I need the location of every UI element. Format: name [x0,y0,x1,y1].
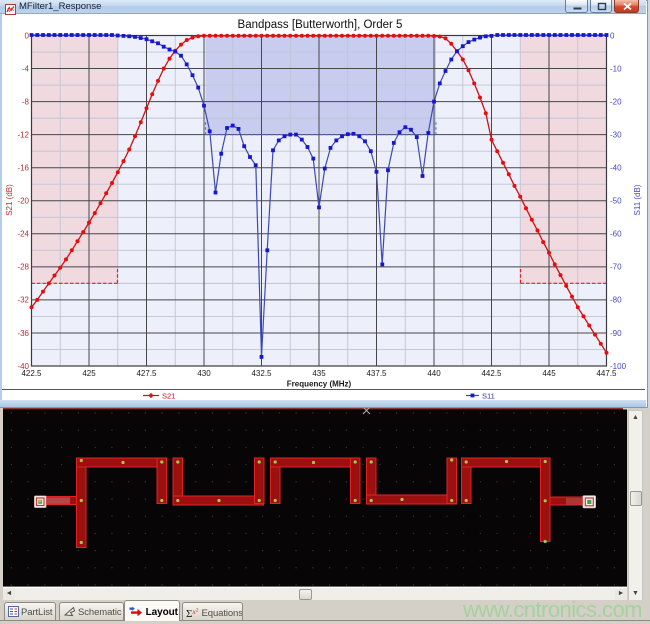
svg-text:-40: -40 [610,164,622,173]
svg-text:-70: -70 [610,263,622,272]
svg-text:-100: -100 [610,362,627,371]
svg-text:447.5: 447.5 [596,369,617,378]
svg-text:427.5: 427.5 [136,369,157,378]
svg-text:442.5: 442.5 [481,369,502,378]
svg-text:2: 2 [196,609,199,614]
svg-text:-32: -32 [17,296,29,305]
svg-text:0: 0 [25,31,30,40]
svg-text:-28: -28 [17,263,29,272]
svg-text:445: 445 [542,369,556,378]
svg-text:-60: -60 [610,230,622,239]
svg-text:422.5: 422.5 [21,369,42,378]
svg-text:-4: -4 [22,64,30,73]
svg-text:Bandpass [Butterworth], Order: Bandpass [Butterworth], Order 5 [238,19,403,31]
svg-text:-24: -24 [17,230,29,239]
svg-text:S11 (dB): S11 (dB) [633,184,642,215]
svg-text:S11: S11 [482,392,495,401]
svg-text:440: 440 [427,369,441,378]
svg-text:-20: -20 [610,97,622,106]
svg-text:-90: -90 [610,329,622,338]
svg-text:-8: -8 [22,97,30,106]
svg-text:-30: -30 [610,130,622,139]
svg-text:-12: -12 [17,130,29,139]
svg-text:S21: S21 [162,392,175,401]
svg-text:-10: -10 [610,64,622,73]
svg-text:0: 0 [610,31,615,40]
svg-text:S21 (dB): S21 (dB) [5,184,14,216]
svg-text:Frequency (MHz): Frequency (MHz) [287,380,352,389]
svg-text:-20: -20 [17,197,29,206]
svg-text:425: 425 [82,369,96,378]
svg-text:430: 430 [197,369,211,378]
svg-text:-16: -16 [17,164,29,173]
svg-text:-50: -50 [610,197,622,206]
svg-text:Σ: Σ [186,608,192,618]
svg-text:435: 435 [312,369,326,378]
svg-text:-36: -36 [17,329,29,338]
svg-text:-40: -40 [17,362,29,371]
svg-text:-80: -80 [610,296,622,305]
svg-text:432.5: 432.5 [251,369,272,378]
svg-text:x: x [192,608,197,616]
svg-text:437.5: 437.5 [366,369,387,378]
